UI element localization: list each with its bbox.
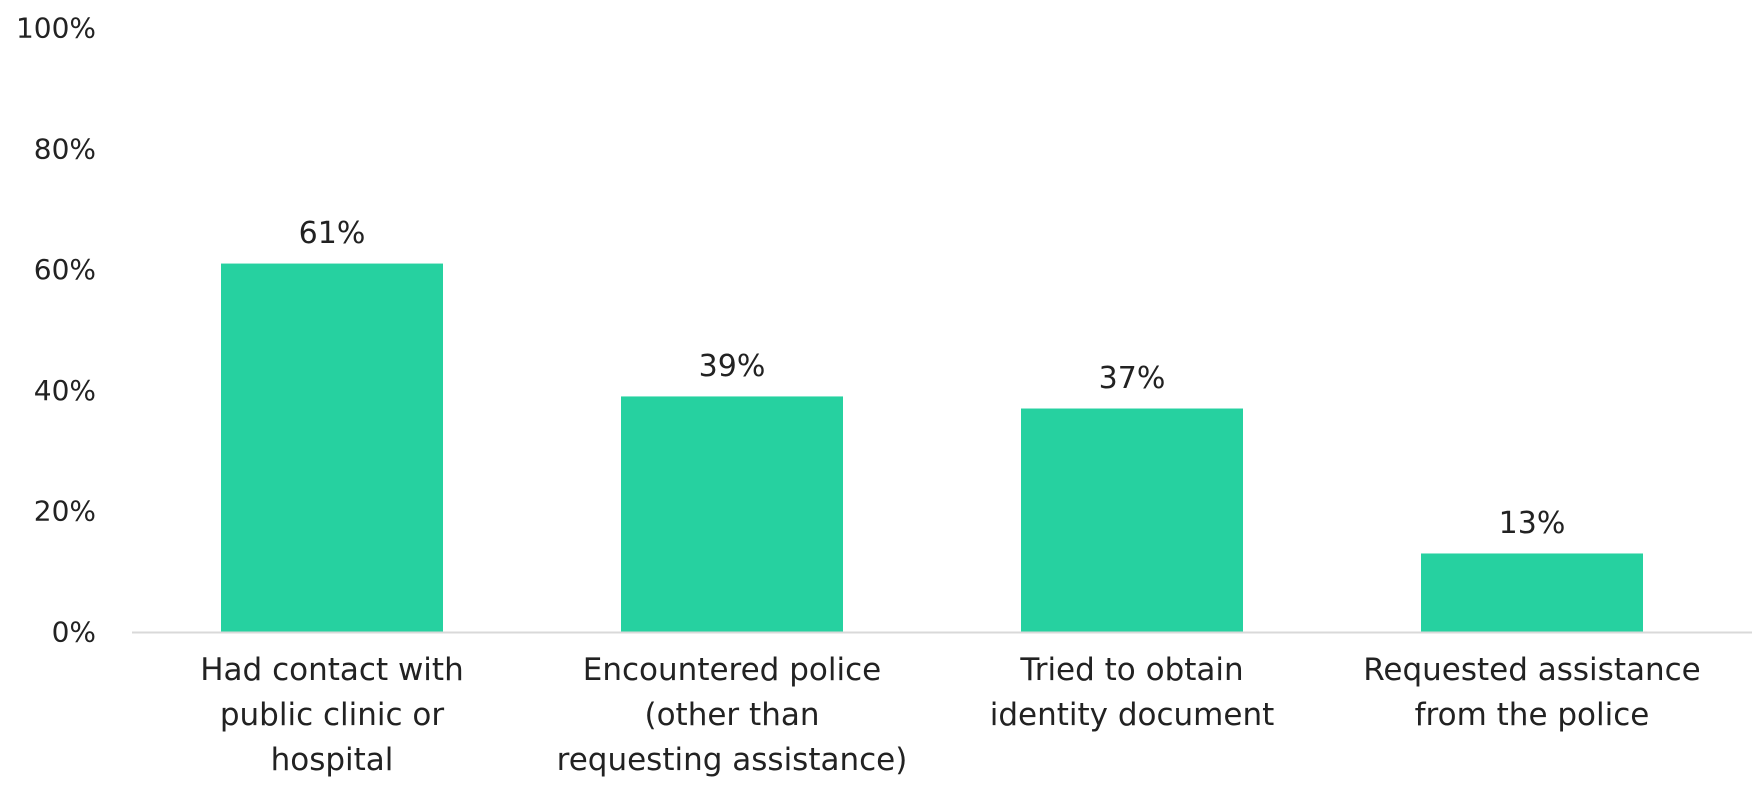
x-category-label: Had contact with public clinic or hospital (200, 652, 463, 778)
x-category-label-line: Had contact with (200, 652, 463, 688)
x-category-label-line: requesting assistance) (557, 742, 908, 778)
x-category-label-line: Requested assistance (1363, 652, 1701, 688)
y-tick-label: 100% (16, 12, 96, 45)
x-category-label: Tried to obtain identity document (990, 652, 1275, 733)
x-category-label-line: Tried to obtain (1019, 652, 1243, 688)
bars (221, 263, 1643, 632)
bar (221, 263, 443, 632)
data-labels: 61% 39% 37% 13% (299, 216, 1566, 541)
x-axis: Had contact with public clinic or hospital… (200, 652, 1701, 778)
x-category-label-line: (other than (645, 697, 820, 733)
bar (1421, 553, 1643, 632)
x-category-label-line: from the police (1415, 697, 1650, 733)
data-label: 39% (699, 349, 766, 384)
y-tick-label: 20% (34, 495, 96, 528)
x-category-label: Requested assistance from the police (1363, 652, 1701, 733)
x-category-label-line: public clinic or (220, 697, 445, 733)
data-label: 37% (1099, 361, 1166, 396)
x-category-label-line: identity document (990, 697, 1275, 733)
x-category-label-line: hospital (271, 742, 394, 778)
y-tick-label: 60% (34, 253, 96, 286)
bar (621, 396, 843, 632)
y-tick-label: 80% (34, 132, 96, 165)
y-tick-label: 0% (52, 616, 96, 649)
y-axis: 0% 20% 40% 60% 80% 100% (16, 12, 96, 649)
bar (1021, 408, 1243, 632)
data-label: 61% (299, 216, 366, 251)
y-tick-label: 40% (34, 374, 96, 407)
data-label: 13% (1499, 506, 1566, 541)
x-category-label: Encountered police (other than requesting … (557, 652, 908, 778)
x-category-label-line: Encountered police (583, 652, 881, 688)
